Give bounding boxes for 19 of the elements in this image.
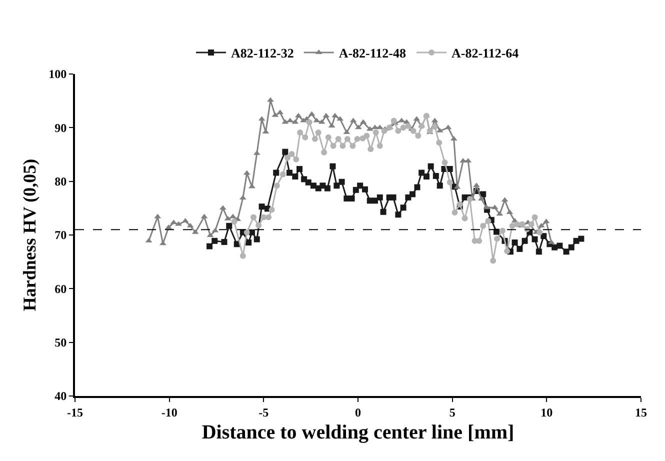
y-tick-label: 100 [48, 67, 67, 82]
y-axis-title: Hardness HV (0,05) [19, 158, 40, 312]
y-tick-label: 90 [54, 120, 67, 135]
x-tick-label: 15 [635, 405, 647, 420]
y-tick-label: 40 [54, 389, 67, 404]
x-axis-title: Distance to welding center line [mm] [202, 421, 514, 444]
legend-label: A-82-112-48 [338, 46, 406, 61]
legend-label: A82-112-32 [231, 46, 294, 61]
y-tick-label: 80 [54, 174, 67, 189]
x-tick-label: 5 [449, 405, 456, 420]
y-tick-label: 60 [54, 282, 67, 296]
x-tick-label: -5 [258, 405, 269, 420]
x-tick-label: -15 [67, 405, 83, 420]
y-tick-label: 50 [54, 336, 67, 350]
y-tick-label: 70 [54, 228, 67, 242]
legend-label: A-82-112-64 [452, 46, 520, 61]
x-tick-label: -10 [161, 405, 178, 420]
x-tick-label: 10 [540, 405, 553, 420]
x-tick-label: 0 [355, 405, 361, 420]
